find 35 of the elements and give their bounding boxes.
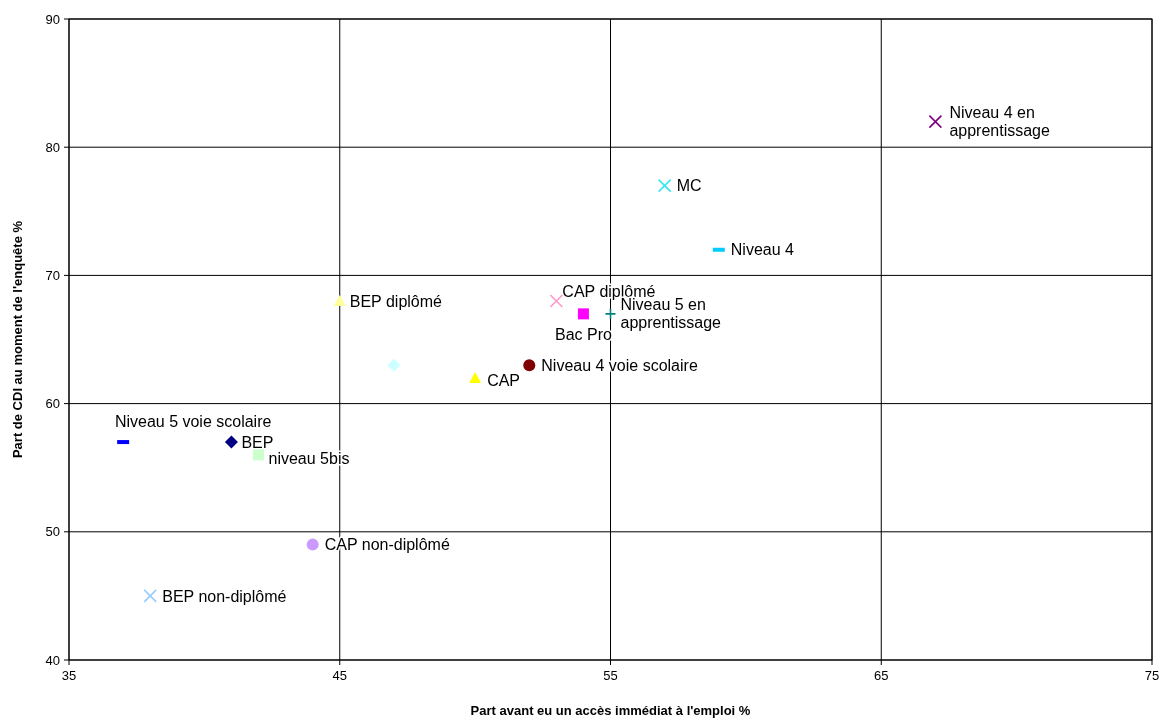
x-tick-label: 65 bbox=[874, 668, 889, 683]
point bbox=[577, 308, 589, 320]
y-tick-label: 80 bbox=[45, 139, 60, 155]
series-label: MC bbox=[676, 177, 702, 195]
series-label: Niveau 5 en apprentissage bbox=[620, 296, 722, 332]
point bbox=[333, 295, 346, 307]
y-tick-label: 60 bbox=[45, 396, 60, 412]
point bbox=[604, 308, 617, 320]
series-label: BEP diplômé bbox=[349, 292, 443, 310]
y-tick-label: 40 bbox=[45, 652, 60, 668]
x-tick-label: 45 bbox=[332, 668, 347, 683]
point bbox=[253, 449, 265, 461]
x-tick-label: 55 bbox=[603, 668, 618, 683]
series-label: BEP non-diplômé bbox=[162, 587, 287, 605]
series-label: Niveau 5 voie scolaire bbox=[114, 412, 272, 430]
x-tick-label: 35 bbox=[61, 668, 77, 683]
x-tick-label: 75 bbox=[1144, 668, 1160, 683]
x-axis-title: Part avant eu un accès immédiat à l'emploi % bbox=[470, 703, 751, 718]
point bbox=[306, 538, 319, 551]
point bbox=[469, 371, 482, 383]
series-label: BEP bbox=[241, 433, 274, 451]
y-tick-label: 70 bbox=[45, 267, 60, 283]
point bbox=[387, 358, 401, 372]
y-axis-title: Part de CDI au moment de l'enquête % bbox=[10, 220, 25, 459]
point bbox=[523, 359, 536, 372]
y-tick-label: 50 bbox=[45, 524, 60, 540]
point bbox=[657, 178, 672, 193]
point bbox=[928, 114, 943, 129]
point bbox=[224, 435, 238, 449]
series-label: Niveau 4 en apprentissage bbox=[949, 104, 1051, 140]
series-label: Niveau 4 bbox=[730, 241, 795, 259]
series-label: CAP bbox=[487, 371, 521, 389]
point bbox=[549, 294, 564, 308]
point bbox=[143, 589, 158, 603]
y-tick-label: 90 bbox=[45, 11, 60, 27]
